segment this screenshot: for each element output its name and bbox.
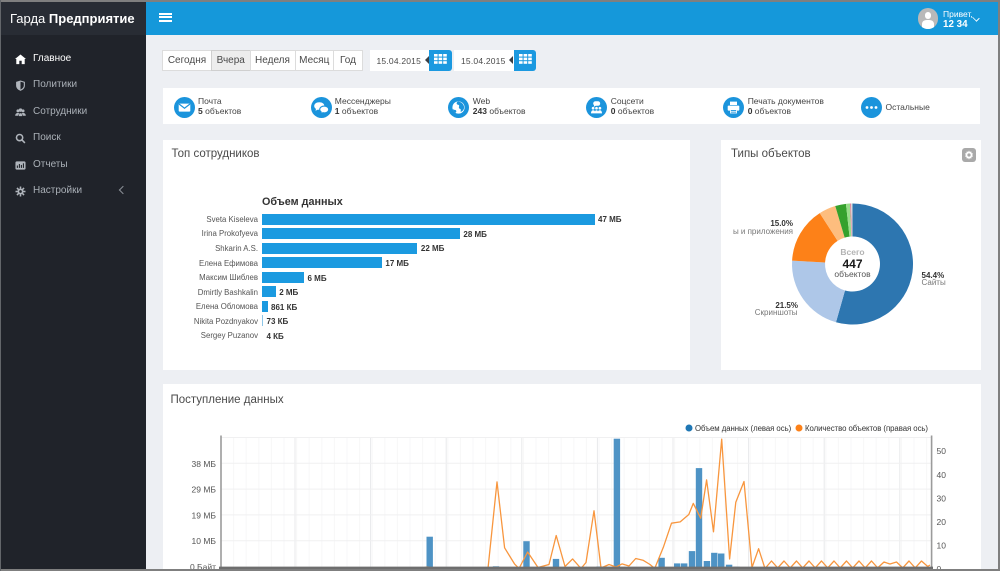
svg-text:10: 10	[937, 540, 947, 550]
svg-text:Объем данных (левая ось): Объем данных (левая ось)	[695, 424, 792, 433]
svg-text:30: 30	[937, 493, 947, 503]
svg-text:0: 0	[937, 564, 942, 571]
svg-text:29 МБ: 29 МБ	[192, 484, 217, 494]
svg-text:19 МБ: 19 МБ	[192, 510, 217, 520]
svg-text:38 МБ: 38 МБ	[192, 458, 217, 468]
svg-text:50: 50	[937, 446, 947, 456]
svg-text:10 МБ: 10 МБ	[192, 536, 217, 546]
svg-text:Количество объектов (правая ос: Количество объектов (правая ось)	[805, 424, 928, 433]
svg-text:20: 20	[937, 517, 947, 527]
svg-text:0 Байт: 0 Байт	[190, 562, 216, 571]
svg-text:40: 40	[937, 470, 947, 480]
